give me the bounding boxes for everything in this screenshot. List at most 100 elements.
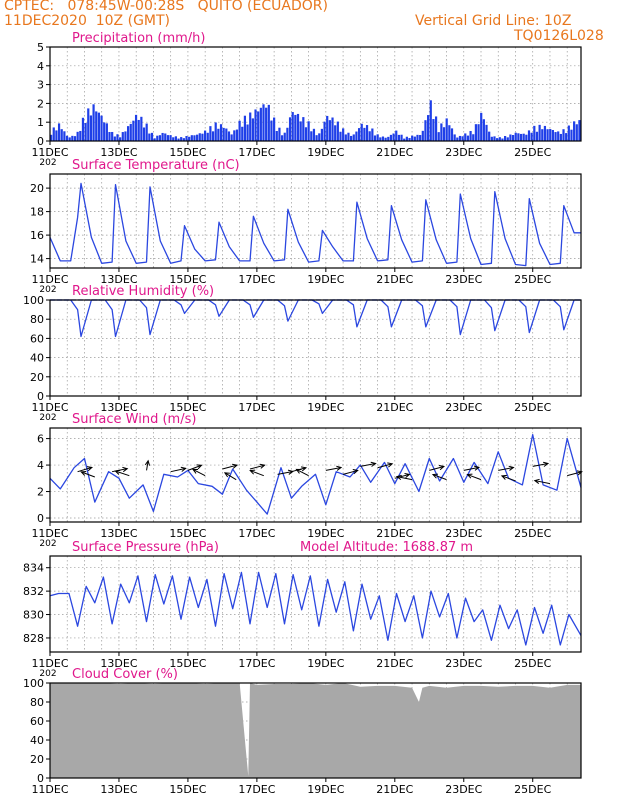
x-tick-label: 23DEC xyxy=(445,146,482,159)
x-tick-label: 13DEC xyxy=(100,146,137,159)
precip-bar xyxy=(477,124,480,141)
y-tick-label: 100 xyxy=(23,294,44,307)
precip-bar xyxy=(182,138,185,141)
precip-bar xyxy=(142,127,146,141)
precip-bar xyxy=(371,128,374,141)
precip-bar xyxy=(448,125,451,141)
precip-bar xyxy=(57,123,61,141)
precip-bar xyxy=(517,133,520,141)
wind-arrow-shaft xyxy=(296,468,309,477)
station-header: CPTEC: 078:45W-00:28S QUITO (ECUADOR) xyxy=(4,0,328,14)
precip-bar xyxy=(95,111,98,141)
grid-line-note: Vertical Grid Line: 10Z xyxy=(415,13,572,29)
wind-arrow-head xyxy=(336,465,343,471)
wind-arrow-head xyxy=(295,468,302,474)
wind-arrow xyxy=(533,478,551,485)
precip-bar xyxy=(575,124,578,141)
wind-arrow xyxy=(500,474,516,482)
wind-arrow-head xyxy=(431,473,438,479)
precip-bar xyxy=(119,137,122,141)
y-tick-label: 40 xyxy=(30,734,44,747)
wind-arrow xyxy=(429,465,446,471)
x-tick-label: 17DEC xyxy=(238,657,275,670)
panel-annotation: Model Altitude: 1688.87 m xyxy=(300,540,473,555)
precip-bar xyxy=(145,123,148,141)
precip-bar xyxy=(323,121,326,141)
plot-frame xyxy=(49,427,582,523)
precip-bar xyxy=(286,127,289,141)
precip-bar xyxy=(533,125,536,141)
precip-bar xyxy=(538,124,541,141)
precip-bar xyxy=(177,138,180,141)
precip-bar xyxy=(519,133,523,141)
precip-bar xyxy=(214,122,217,141)
precip-bar xyxy=(440,123,443,141)
plot-frame xyxy=(49,46,582,142)
wind-arrow-shaft xyxy=(81,471,96,478)
precip-bar xyxy=(506,137,509,141)
x-tick-label: 25DEC xyxy=(514,273,551,286)
precip-bar xyxy=(129,123,132,141)
precip-bar xyxy=(411,135,414,141)
wind-arrow-shaft xyxy=(192,468,206,477)
precip-bar xyxy=(347,132,350,141)
precip-bar xyxy=(315,135,318,141)
precip-bar xyxy=(137,119,140,141)
precip-bar xyxy=(299,121,302,141)
x-year-stub: 202 xyxy=(39,539,56,549)
precip-bar xyxy=(235,129,239,141)
panel-title: Surface Pressure (hPa) xyxy=(72,540,219,555)
precip-bar xyxy=(408,137,411,141)
wind-arrow-head xyxy=(543,461,550,467)
x-tick-label: 25DEC xyxy=(514,783,551,796)
precip-bar xyxy=(437,132,440,141)
precip-bar xyxy=(103,122,106,141)
precip-bar xyxy=(567,125,570,141)
wind-arrow xyxy=(144,459,151,471)
precip-bar xyxy=(246,124,249,141)
y-tick-label: 20 xyxy=(30,182,44,195)
wind-arrow xyxy=(567,470,583,477)
x-tick-label: 13DEC xyxy=(100,527,137,540)
x-tick-label: 19DEC xyxy=(307,273,344,286)
precip-bar xyxy=(283,132,286,141)
wind-arrow-shaft xyxy=(498,466,514,471)
precip-bar xyxy=(551,129,554,141)
wind-arrow xyxy=(249,463,266,470)
precip-bar xyxy=(172,137,175,141)
precip-bar xyxy=(482,119,485,141)
precip-bar xyxy=(570,129,573,141)
wind-arrow-head xyxy=(232,463,239,469)
wind-arrow-shaft xyxy=(467,474,482,481)
y-tick-label: 20 xyxy=(30,753,44,766)
precip-bar xyxy=(227,131,231,141)
precip-bar xyxy=(450,128,454,141)
precip-bar xyxy=(527,130,531,141)
y-tick-label: 6 xyxy=(37,433,44,446)
precip-bar xyxy=(233,130,236,141)
panel-surface-pressure-hpa: 828 830 832 834 Surface Pressure (hPa) Model … xyxy=(23,540,582,679)
precip-bar xyxy=(554,132,557,141)
panel-title: Relative Humidity (%) xyxy=(72,284,214,299)
wind-arrow-shaft xyxy=(463,466,480,471)
precip-bar xyxy=(472,134,475,141)
product-code: TQ0126L028 xyxy=(514,28,604,44)
precip-bar xyxy=(466,135,470,141)
precip-bar xyxy=(307,121,310,141)
precip-bar xyxy=(432,119,435,141)
x-tick-label: 13DEC xyxy=(100,273,137,286)
wind-arrow-shaft xyxy=(360,463,376,467)
y-tick-label: 18 xyxy=(30,206,44,219)
panel-title: Surface Temperature (nC) xyxy=(72,158,240,173)
x-tick-label: 21DEC xyxy=(376,146,413,159)
precip-bar xyxy=(270,120,273,141)
wind-arrow-shaft xyxy=(77,466,93,473)
precip-bar xyxy=(546,129,549,141)
precip-bar xyxy=(352,134,355,141)
wind-arrow-head xyxy=(144,459,151,466)
precip-bar xyxy=(113,136,116,141)
precip-bar xyxy=(148,133,151,141)
series-line xyxy=(49,571,582,646)
wind-arrow xyxy=(342,469,359,475)
